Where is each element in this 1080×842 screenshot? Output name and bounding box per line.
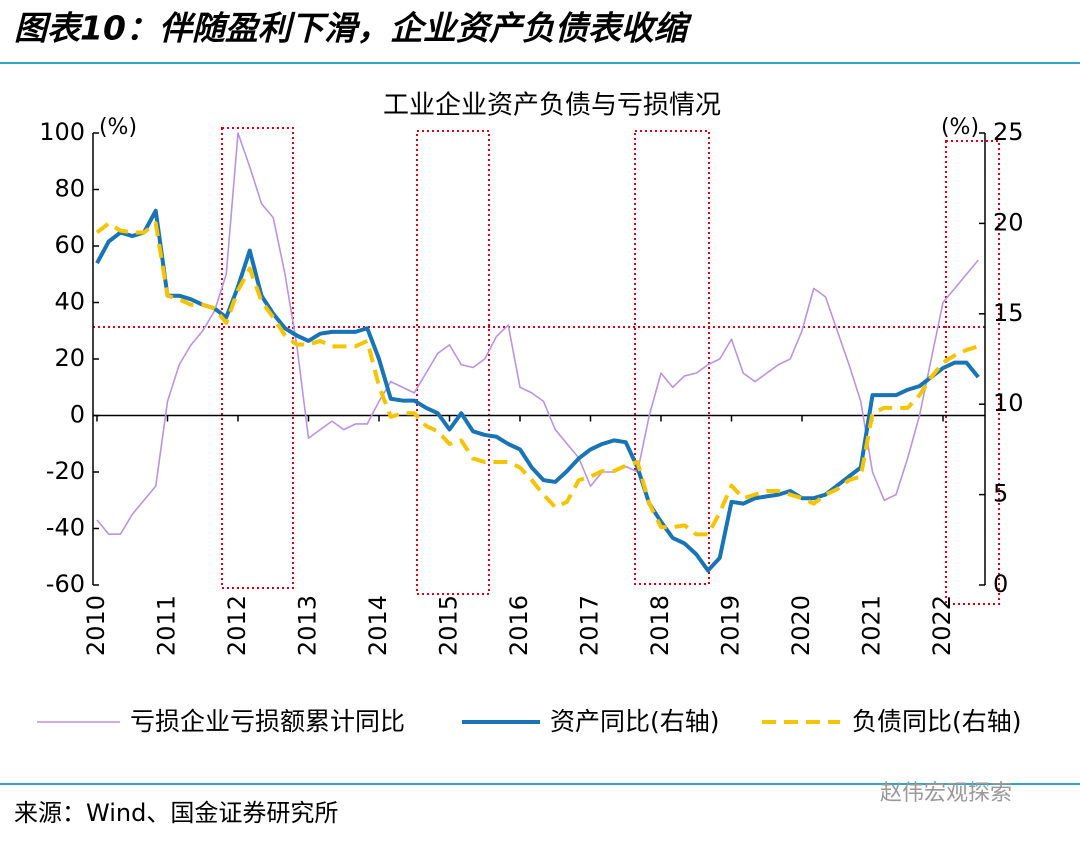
series-line xyxy=(95,221,979,537)
y-tick-label: -60 xyxy=(46,570,85,598)
x-tick-label: 2021 xyxy=(858,595,886,656)
x-tick-label: 2014 xyxy=(364,595,392,656)
y2-tick-label: 10 xyxy=(993,389,1024,417)
y2-tick-label: 5 xyxy=(993,480,1008,508)
chart-title: 工业企业资产负债与亏损情况 xyxy=(383,91,721,121)
series-line xyxy=(96,132,979,535)
x-tick-label: 2011 xyxy=(153,595,181,656)
y-tick-label: 100 xyxy=(39,118,85,146)
source-note: 来源：Wind、国金证券研究所 xyxy=(14,799,338,827)
x-tick-label: 2012 xyxy=(223,595,251,656)
x-tick-label: 2020 xyxy=(787,595,815,656)
y2-tick-label: 0 xyxy=(993,570,1008,598)
series-line xyxy=(95,208,980,573)
y-tick-label: -20 xyxy=(46,457,85,485)
watermark: 赵伟宏观探索 xyxy=(880,781,1012,806)
y-tick-label: 60 xyxy=(54,231,85,259)
x-tick-label: 2018 xyxy=(646,595,674,656)
x-tick-label: 2015 xyxy=(435,595,463,656)
legend-label: 亏损企业亏损额累计同比 xyxy=(130,707,405,736)
y-tick-label: -40 xyxy=(46,514,85,542)
legend-label: 负债同比(右轴) xyxy=(852,707,1022,736)
y-tick-label: 20 xyxy=(54,344,85,372)
y-tick-label: 0 xyxy=(70,401,85,429)
highlight-box xyxy=(634,130,710,585)
x-tick-label: 2010 xyxy=(82,595,110,656)
highlight-box xyxy=(221,127,294,589)
x-tick-label: 2016 xyxy=(505,595,533,656)
highlight-box xyxy=(416,130,490,595)
y2-tick-label: 25 xyxy=(993,118,1024,146)
highlight-box xyxy=(945,140,1000,605)
y-tick-label: 40 xyxy=(54,288,85,316)
y2-tick-label: 20 xyxy=(993,208,1024,236)
y-tick-label: 80 xyxy=(54,175,85,203)
x-tick-label: 2013 xyxy=(294,595,322,656)
highlight-boxes xyxy=(93,127,1000,605)
y2-axis-label: (%) xyxy=(941,115,979,140)
x-tick-label: 2022 xyxy=(928,595,956,656)
page-title: 图表10：伴随盈利下滑，企业资产负债表收缩 xyxy=(14,9,693,48)
y2-tick-label: 15 xyxy=(993,299,1024,327)
y-axis-label: (%) xyxy=(99,115,137,140)
legend-label: 资产同比(右轴) xyxy=(550,707,720,736)
x-tick-label: 2019 xyxy=(717,595,745,656)
x-tick-label: 2017 xyxy=(576,595,604,656)
